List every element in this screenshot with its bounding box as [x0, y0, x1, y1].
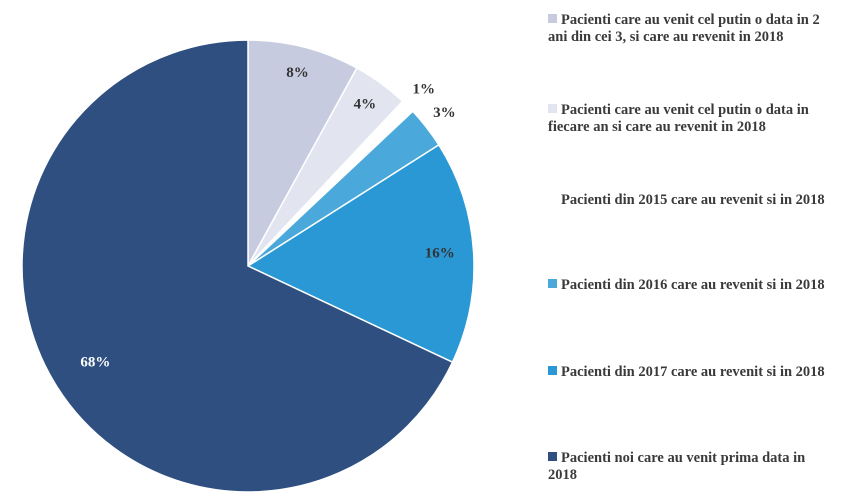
legend-entry: Pacienti din 2016 care au revenit si in … — [548, 277, 828, 294]
data-label: 3% — [433, 105, 456, 121]
legend-entry: Pacienti din 2017 care au revenit si in … — [548, 364, 828, 381]
pie-slice — [21, 39, 454, 493]
data-label: 8% — [286, 65, 309, 81]
data-label: 68% — [80, 354, 110, 370]
legend-label: Pacienti din 2017 care au revenit si in … — [561, 364, 825, 380]
legend-entry: Pacienti care au venit cel putin o data … — [548, 102, 828, 136]
data-label: 1% — [413, 82, 436, 98]
legend-swatch — [548, 104, 557, 113]
data-label: 4% — [354, 97, 377, 113]
legend-entry: Pacienti care au venit cel putin o data … — [548, 12, 828, 46]
legend-label: Pacienti noi care au venit prima data in… — [548, 450, 806, 483]
legend-swatch — [548, 14, 557, 23]
legend-label: Pacienti care au venit cel putin o data … — [548, 12, 820, 45]
legend-label: Pacienti din 2015 care au revenit si in … — [561, 192, 825, 208]
legend-label: Pacienti care au venit cel putin o data … — [548, 102, 809, 135]
pie-slice — [247, 39, 358, 267]
legend-label: Pacienti din 2016 care au revenit si in … — [561, 277, 825, 293]
legend-entry: Pacienti noi care au venit prima data in… — [548, 450, 828, 484]
data-label: 16% — [425, 245, 455, 261]
pie-slice — [246, 143, 475, 364]
legend-entry: Pacienti din 2015 care au revenit si in … — [548, 192, 828, 209]
legend-swatch — [548, 452, 557, 461]
legend-swatch — [548, 194, 557, 203]
legend-swatch — [548, 279, 557, 288]
legend-swatch — [548, 366, 557, 375]
